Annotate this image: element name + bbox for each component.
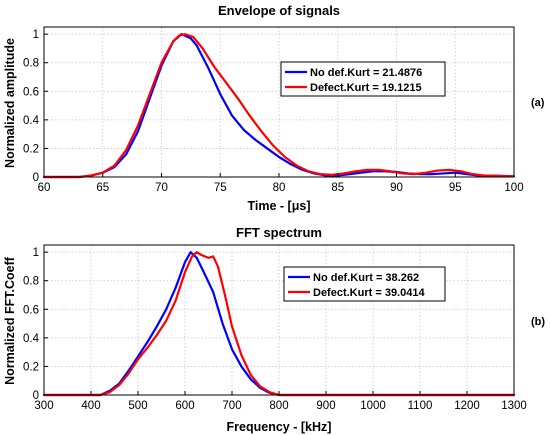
chart-a-xtick-label: 80: [273, 182, 286, 194]
chart-b-xtick-label: 1000: [360, 400, 386, 412]
chart-b-ytick-label: 0.6: [23, 304, 39, 316]
chart-b-ytick-label: 1: [33, 247, 39, 259]
chart-b-title: FFT spectrum: [236, 225, 322, 240]
chart-a-xtick-label: 95: [449, 182, 462, 194]
chart-b-xtick-label: 800: [269, 400, 288, 412]
chart-a-xtick-label: 100: [504, 182, 523, 194]
chart-b-series-line-defect: [42, 251, 516, 397]
chart-a-ylabel: Normalized amplitude: [3, 38, 17, 168]
chart-b-legend-label: Defect.Kurt = 39.0414: [313, 287, 425, 299]
chart-b-panel-tag: (b): [531, 316, 545, 328]
chart-b-xtick-label: 700: [222, 400, 241, 412]
chart-a-legend: No def.Kurt = 21.4876 Defect.Kurt = 19.12…: [280, 61, 446, 97]
chart-b-ytick-label: 0: [33, 390, 39, 402]
chart-a-legend-label: No def.Kurt = 21.4876: [310, 67, 422, 79]
chart-panel-a: Envelope of signals Normalized amplitude…: [3, 3, 545, 213]
chart-a-panel-tag: (a): [531, 97, 545, 109]
chart-a-ytick-label: 0.2: [23, 143, 39, 155]
chart-a-title: Envelope of signals: [218, 3, 340, 18]
chart-a-xtick-label: 75: [214, 182, 227, 194]
chart-a-series-line-no-defect: [42, 33, 516, 179]
chart-a-legend-label: Defect.Kurt = 19.1215: [310, 82, 422, 94]
chart-b-xlabel: Frequency - [kHz]: [227, 420, 332, 434]
chart-b-xtick-label: 900: [316, 400, 335, 412]
chart-a-xlabel: Time - [μs]: [248, 199, 311, 213]
chart-b-ytick-label: 0.4: [23, 333, 40, 345]
chart-a-xtick-label: 70: [155, 182, 168, 194]
chart-a-xtick-label: 65: [96, 182, 109, 194]
chart-b-legend-box: [283, 266, 446, 302]
chart-b-ytick-label: 0.2: [23, 361, 39, 373]
chart-b-xtick-label: 600: [175, 400, 194, 412]
chart-a-ytick-label: 0.6: [23, 86, 39, 98]
chart-a-legend-box: [280, 61, 446, 97]
chart-a-xtick-label: 85: [331, 182, 344, 194]
chart-panel-b: FFT spectrum Normalized FFT.Coeff Freque…: [3, 225, 545, 434]
chart-b-legend-label: No def.Kurt = 38.262: [313, 272, 419, 284]
chart-b-ytick-label: 0.8: [23, 276, 39, 288]
chart-a-ytick-label: 0: [33, 172, 39, 184]
chart-b-xtick-label: 1200: [454, 400, 480, 412]
chart-b-xtick-label: 400: [81, 400, 100, 412]
chart-b-xtick-label: 500: [128, 400, 147, 412]
chart-b-series-line-no-defect: [42, 251, 516, 397]
chart-a-series-line-defect: [42, 33, 516, 179]
chart-b-legend: No def.Kurt = 38.262 Defect.Kurt = 39.041…: [283, 266, 446, 302]
chart-b-xtick-label: 1300: [501, 400, 527, 412]
chart-b-xtick-label: 300: [34, 400, 53, 412]
chart-a-ytick-label: 0.4: [23, 115, 40, 127]
chart-b-ylabel: Normalized FFT.Coeff: [3, 256, 17, 385]
chart-b-xtick-label: 1100: [408, 400, 433, 412]
chart-a-xtick-label: 90: [390, 182, 403, 194]
chart-a-xtick-label: 60: [38, 182, 51, 194]
chart-a-ytick-label: 0.8: [23, 58, 39, 70]
chart-a-ytick-label: 1: [33, 29, 39, 41]
